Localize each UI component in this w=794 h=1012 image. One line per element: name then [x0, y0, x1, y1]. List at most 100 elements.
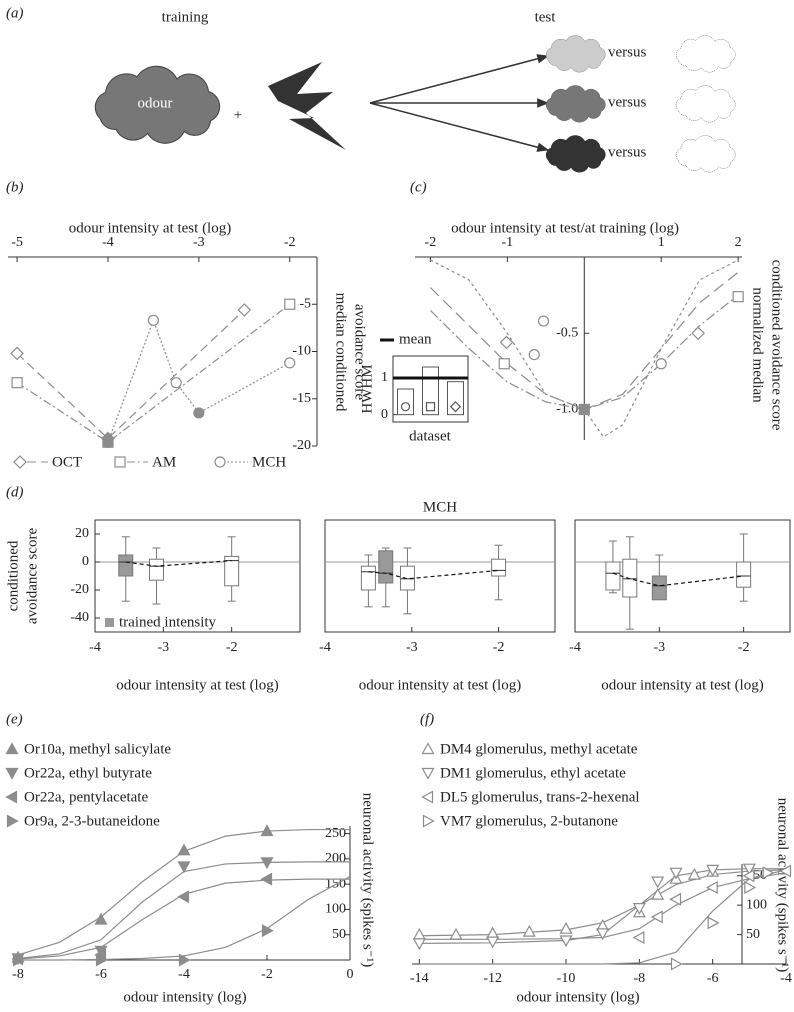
legend-label: Or22a, pentylacetate: [24, 789, 148, 805]
marker: [499, 335, 514, 350]
marker: [732, 291, 744, 303]
median-line: [125, 560, 232, 567]
fit-curve: [419, 872, 787, 940]
marker: [284, 298, 296, 310]
x-tick-label: -4: [780, 971, 792, 986]
y-tick-label: -20: [292, 438, 311, 453]
y-tick-label: 250: [325, 826, 346, 841]
label: +: [234, 107, 242, 123]
marker: [114, 456, 126, 468]
marker: [147, 314, 160, 326]
legend-label: DL5 glomerulus, trans-2-hexenal: [440, 789, 640, 805]
x-tick-label: 2: [735, 235, 742, 250]
marker: [5, 742, 19, 755]
marker: [687, 867, 701, 880]
label: odour: [138, 95, 173, 111]
marker: [528, 349, 540, 361]
x-tick-label: -6: [95, 967, 107, 982]
marker: [522, 924, 536, 937]
fit-curve: [419, 869, 787, 965]
y-axis-title: neuronal activity (spikes s⁻¹): [360, 793, 376, 967]
arrow: [369, 102, 550, 152]
y-axis-title: avoidance score: [352, 304, 368, 401]
marker: [6, 814, 19, 828]
marker: [193, 407, 205, 419]
marker: [422, 814, 435, 828]
y-axis-title: normalized median: [750, 287, 766, 403]
marker: [486, 936, 500, 949]
legend-label: OCT: [52, 454, 82, 470]
x-tick-label: -3: [157, 640, 169, 655]
y-tick-label: 50: [746, 927, 760, 942]
marker: [486, 926, 500, 939]
marker: [449, 401, 462, 413]
x-tick-label: -10: [557, 971, 576, 986]
panel-label: (a): [6, 5, 24, 21]
marker: [578, 403, 590, 416]
marker: [11, 377, 23, 389]
shock-icon: [268, 62, 346, 150]
marker: [13, 455, 27, 469]
marker: [742, 869, 755, 883]
marker: [632, 903, 646, 915]
legend-label: trained intensity: [119, 614, 217, 630]
marker: [669, 867, 683, 880]
marker: [632, 931, 645, 945]
box: [736, 561, 752, 588]
y-tick-label: 20: [75, 526, 89, 541]
x-tick-label: -3: [193, 235, 205, 250]
arrow: [369, 54, 550, 104]
marker: [170, 377, 182, 389]
marker: [178, 953, 191, 967]
median-line: [368, 569, 499, 580]
y-axis-title: conditioned avoidance score: [769, 260, 785, 431]
marker: [237, 303, 252, 317]
x-tick-label: -4: [89, 640, 101, 655]
y-tick-label: -40: [70, 610, 89, 625]
box: [651, 575, 667, 601]
fit-curve: [17, 878, 350, 960]
x-axis-title: odour intensity at test (log): [359, 677, 521, 693]
marker: [10, 346, 24, 361]
marker: [449, 927, 463, 940]
marker: [596, 928, 610, 941]
panel-label: (c): [410, 179, 427, 195]
x-axis-title: odour intensity (log): [123, 989, 246, 1005]
x-tick-label: -14: [410, 971, 429, 986]
legend-label: DM4 glomerulus, methyl acetate: [440, 741, 638, 757]
x-tick-label: -12: [483, 971, 502, 986]
box: [378, 550, 394, 584]
frame: [94, 519, 301, 633]
legend-label: Or22a, ethyl butyrate: [24, 765, 152, 781]
marker: [400, 402, 411, 412]
marker: [260, 872, 273, 886]
x-tick-label: -6: [707, 971, 719, 986]
marker: [177, 861, 191, 874]
marker: [691, 326, 705, 341]
x-tick-label: -2: [261, 967, 273, 982]
box: [605, 561, 621, 591]
marker: [261, 924, 274, 938]
label: versus: [608, 94, 646, 110]
marker: [95, 953, 108, 967]
x-tick-label: -2: [738, 640, 750, 655]
marker: [651, 876, 665, 889]
x-axis-title: odour intensity at test (log): [116, 677, 278, 693]
x-tick-label: -2: [493, 640, 505, 655]
fit-curve: [17, 861, 350, 960]
marker: [706, 864, 720, 877]
x-tick-label: -5: [11, 235, 23, 250]
x-tick-label: -8: [12, 967, 24, 982]
x-axis-title: odour intensity at test (log): [69, 220, 231, 236]
chart-title: MCH: [423, 499, 457, 515]
y-tick-label: 0: [82, 554, 89, 569]
fit-curve: [18, 876, 351, 961]
marker: [177, 890, 190, 904]
panel-label: (b): [6, 179, 24, 195]
x-tick-label: 1: [658, 235, 665, 250]
y-axis-title: neuronal activity (spikes s⁻¹): [775, 798, 791, 972]
box: [399, 565, 415, 591]
x-tick-label: 0: [347, 967, 354, 982]
x-tick-label: -8: [633, 971, 645, 986]
